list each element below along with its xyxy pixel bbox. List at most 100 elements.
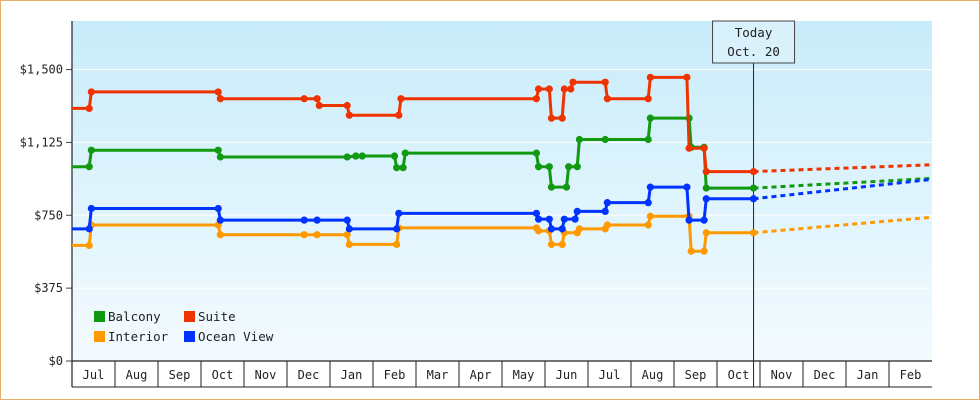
x-tick-label: Jul [599,368,621,382]
legend-label-ocean-view: Ocean View [198,329,274,344]
data-point-ocean-view [313,216,321,224]
series-line-balcony [72,116,754,190]
data-point-suite [749,167,758,176]
data-point-balcony [547,183,556,191]
x-tick-label: Jul [83,368,105,382]
y-tick-label: $1,500 [20,63,63,77]
data-point-suite [644,95,652,103]
data-point-suite [395,111,403,119]
series-line-interior [72,214,754,253]
data-point-ocean-view [300,216,308,224]
data-point-balcony [575,135,584,144]
plot-area [72,21,932,361]
data-point-balcony [87,146,95,154]
data-point-suite [343,101,351,110]
data-point-suite [345,111,353,119]
data-point-ocean-view [532,209,541,217]
data-point-ocean-view [558,225,566,233]
data-point-interior [547,240,556,249]
data-point-balcony [216,153,224,161]
series-forecast-interior [753,215,933,235]
data-point-balcony [644,135,652,144]
x-tick-label: Oct [212,368,234,382]
data-point-interior [343,231,351,239]
data-point-ocean-view [547,225,556,233]
series-line-ocean-view [72,185,754,231]
y-tick-label: $375 [34,281,63,295]
today-date: Oct. 20 [727,44,780,59]
data-point-balcony [399,164,407,172]
data-point-ocean-view [700,216,708,224]
data-point-suite [601,78,609,86]
data-point-balcony [545,163,553,171]
legend-swatch-suite [184,311,195,322]
data-point-balcony [702,184,710,192]
x-tick-label: Jan [341,368,363,382]
data-point-interior [700,247,708,255]
data-point-balcony [393,164,401,172]
data-point-suite [545,85,553,93]
data-point-ocean-view [573,207,581,215]
data-point-suite [216,95,224,103]
data-point-balcony [85,163,93,171]
data-point-suite [85,104,93,113]
x-tick-label: Feb [900,368,922,382]
data-point-interior [393,240,401,249]
data-point-interior [216,231,224,239]
data-point-ocean-view [87,204,95,213]
legend-swatch-ocean-view [184,331,195,342]
data-point-suite [702,167,710,176]
data-point-suite [315,101,323,110]
x-tick-label: Nov [255,368,277,382]
data-point-ocean-view [683,183,691,191]
data-point-suite [313,95,321,103]
data-point-ocean-view [702,195,710,203]
data-point-interior [687,247,695,255]
legend-label-suite: Suite [198,309,236,324]
x-tick-label: Feb [384,368,406,382]
data-point-suite [646,73,654,81]
data-point-interior [702,229,710,237]
x-tick-label: Sep [169,368,191,382]
y-tick-label: $750 [34,208,63,222]
data-point-interior [300,231,308,239]
data-point-balcony [534,163,543,171]
data-point-interior [603,221,611,229]
data-point-balcony [573,163,581,171]
data-point-ocean-view [545,215,553,223]
data-point-ocean-view [214,204,222,213]
data-point-suite [534,85,543,93]
data-point-interior [575,225,584,233]
data-point-ocean-view [646,183,654,191]
data-point-balcony [646,114,654,122]
series-forecast-suite [753,163,933,174]
today-label: Today [735,25,773,40]
data-point-interior [85,241,93,249]
x-tick-label: Aug [126,368,148,382]
data-point-suite [560,85,568,93]
data-point-balcony [601,135,609,144]
data-point-balcony [214,146,222,154]
y-tick-label: $0 [49,354,63,368]
x-tick-label: Oct [728,368,750,382]
data-point-suite [700,144,708,152]
data-point-suite [558,114,566,122]
data-point-ocean-view [395,209,403,217]
data-point-interior [749,229,758,237]
data-point-interior [345,240,353,249]
data-point-suite [569,78,577,86]
data-point-balcony [352,152,360,160]
data-point-ocean-view [560,215,568,223]
y-tick-label: $1,125 [20,135,63,149]
legend-label-interior: Interior [108,329,169,344]
series-forecast-balcony [753,176,933,190]
legend-swatch-interior [94,331,105,342]
data-point-suite [300,95,308,103]
data-point-ocean-view [393,225,401,233]
legend-label-balcony: Balcony [108,309,161,324]
data-point-balcony [532,149,541,157]
x-tick-label: Jan [857,368,879,382]
data-point-ocean-view [345,225,353,233]
x-tick-label: Apr [470,368,492,382]
